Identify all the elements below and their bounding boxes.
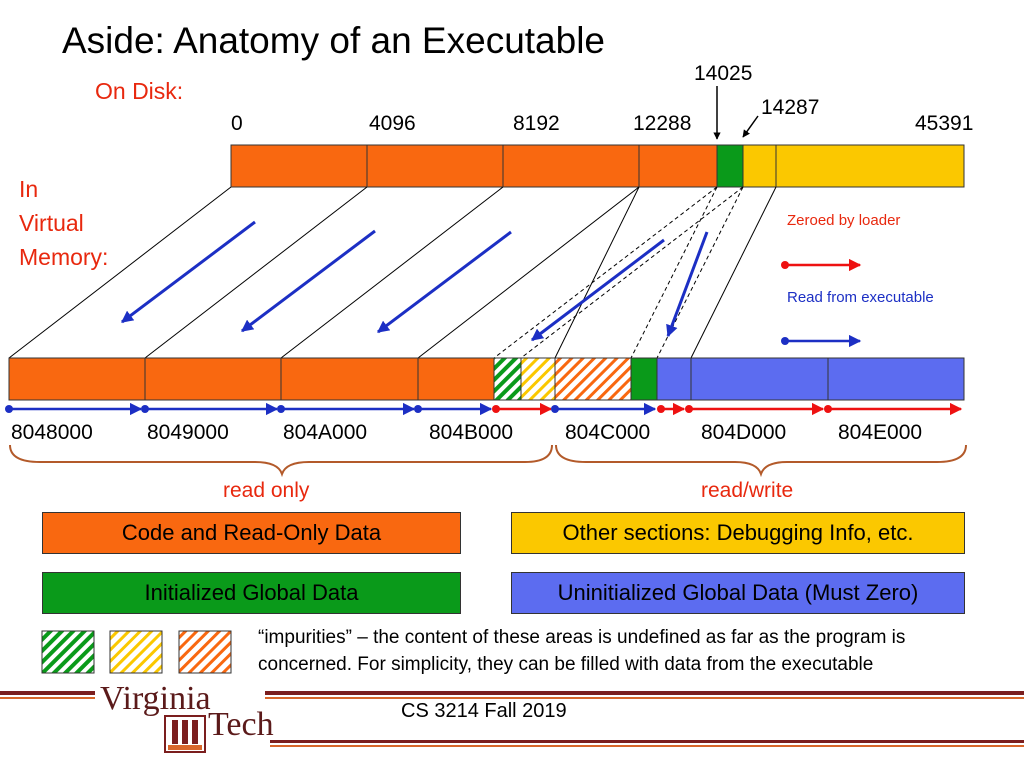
disk-offset-4096: 4096: [369, 112, 416, 135]
map-line-dashed: [656, 186, 744, 359]
vm-label-line-3: Memory:: [19, 244, 109, 270]
legend-init-box: Initialized Global Data: [42, 572, 461, 614]
impurity-sample-green: [41, 630, 95, 674]
disk-init-data: [716, 144, 744, 188]
legend-init-text: Initialized Global Data: [144, 580, 359, 605]
map-line: [280, 186, 504, 359]
disk-offset-45391: 45391: [915, 112, 974, 135]
map-line: [690, 186, 777, 359]
page-title: Aside: Anatomy of an Executable: [62, 20, 606, 61]
impurity-sample-yellow: [109, 630, 163, 674]
legend-code-box: Code and Read-Only Data: [42, 512, 461, 554]
disk-other-sections: [775, 144, 965, 188]
read-only-label: read only: [223, 479, 310, 502]
vm-page-8048000: [8, 357, 146, 401]
footer-course: CS 3214 Fall 2019: [401, 700, 567, 722]
load-arrow: [531, 238, 665, 342]
disk-offset-8192: 8192: [513, 112, 560, 135]
disk-offset-14025: 14025: [694, 62, 753, 85]
load-arrow: [377, 230, 512, 334]
vm-init-data: [630, 357, 658, 401]
vm-page-804a000: [280, 357, 419, 401]
disk-page-1: [366, 144, 504, 188]
va-804b000: 804B000: [429, 421, 514, 444]
impurities-note: “impurities” – the content of these area…: [258, 627, 906, 675]
vm-bss-page: [827, 357, 965, 401]
read-write-brace: [555, 444, 967, 478]
brand-tech: Tech: [208, 706, 274, 743]
va-804d000: 804D000: [701, 421, 787, 444]
impurity-sample-orange: [178, 630, 232, 674]
legend-code-text: Code and Read-Only Data: [121, 520, 382, 545]
load-arrow: [666, 231, 709, 338]
va-8048000: 8048000: [11, 421, 93, 444]
map-line-dashed: [520, 186, 744, 359]
read-only-brace: [9, 444, 553, 478]
vm-bss-start: [656, 357, 692, 401]
vm-impurity-yellow: [520, 357, 556, 401]
va-804c000: 804C000: [565, 421, 651, 444]
footer-stripe-maroon-lower: [270, 740, 1024, 743]
map-line: [144, 186, 368, 359]
address-arrows: [5, 402, 963, 416]
disk-yellow-gap: [742, 144, 777, 188]
disk-offset-12288: 12288: [633, 112, 692, 135]
va-804e000: 804E000: [838, 421, 923, 444]
va-8049000: 8049000: [147, 421, 229, 444]
vm-label-line-2: Virtual: [19, 210, 84, 236]
disk-offset-14287: 14287: [761, 96, 820, 119]
disk-offset-0: 0: [231, 112, 243, 135]
footer-stripe-orange-lower: [270, 745, 1024, 747]
offset-14287-pointer: [742, 115, 759, 138]
map-line: [8, 186, 232, 359]
vm-impurity-orange: [554, 357, 632, 401]
footer-stripe-maroon: [0, 691, 1024, 695]
vm-page-804b000-code: [417, 357, 495, 401]
map-line: [417, 186, 640, 359]
legend-other-box: Other sections: Debugging Info, etc.: [511, 512, 965, 554]
legend-uninit-box: Uninitialized Global Data (Must Zero): [511, 572, 965, 614]
load-arrow: [241, 229, 376, 333]
legend-other-text: Other sections: Debugging Info, etc.: [562, 520, 914, 545]
legend-read-label: Read from executable: [787, 289, 934, 306]
legend-zeroed-label: Zeroed by loader: [787, 212, 901, 229]
virtual-memory-label: In Virtual Memory:: [19, 172, 108, 274]
footer-stripe-orange: [0, 697, 1024, 699]
vm-bss-page: [690, 357, 829, 401]
map-line: [554, 186, 640, 359]
load-arrow: [121, 220, 256, 324]
map-line-dashed: [630, 186, 718, 359]
vm-page-8049000: [144, 357, 282, 401]
read-write-label: read/write: [701, 479, 794, 502]
brand-virginia: Virginia: [100, 680, 211, 717]
hokie-logo-icon: [164, 715, 206, 753]
disk-page-2: [502, 144, 640, 188]
on-disk-label: On Disk:: [95, 78, 184, 104]
vm-label-line-1: In: [19, 176, 39, 202]
va-804a000: 804A000: [283, 421, 368, 444]
vm-impurity-green: [493, 357, 522, 401]
disk-page-3-code: [638, 144, 718, 188]
disk-page-0: [230, 144, 368, 188]
legend-uninit-text: Uninitialized Global Data (Must Zero): [557, 580, 919, 605]
